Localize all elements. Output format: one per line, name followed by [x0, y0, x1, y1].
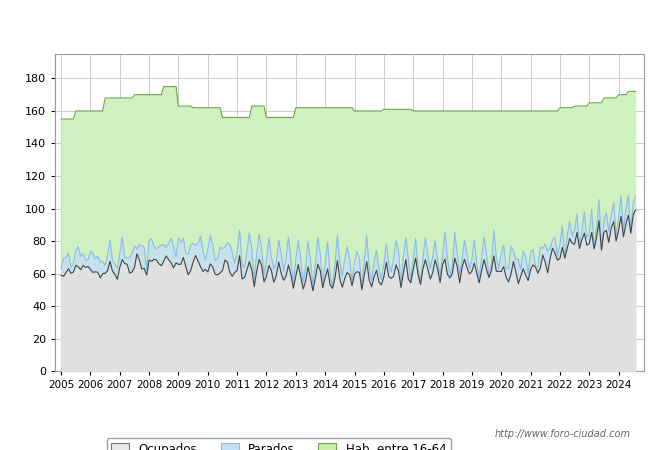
Legend: Ocupados, Parados, Hab. entre 16-64: Ocupados, Parados, Hab. entre 16-64 [107, 438, 451, 450]
Text: Las Peñas de Riglos - Evolucion de la poblacion en edad de Trabajar Agosto de 20: Las Peñas de Riglos - Evolucion de la po… [61, 17, 589, 30]
Text: http://www.foro-ciudad.com: http://www.foro-ciudad.com [495, 429, 630, 439]
